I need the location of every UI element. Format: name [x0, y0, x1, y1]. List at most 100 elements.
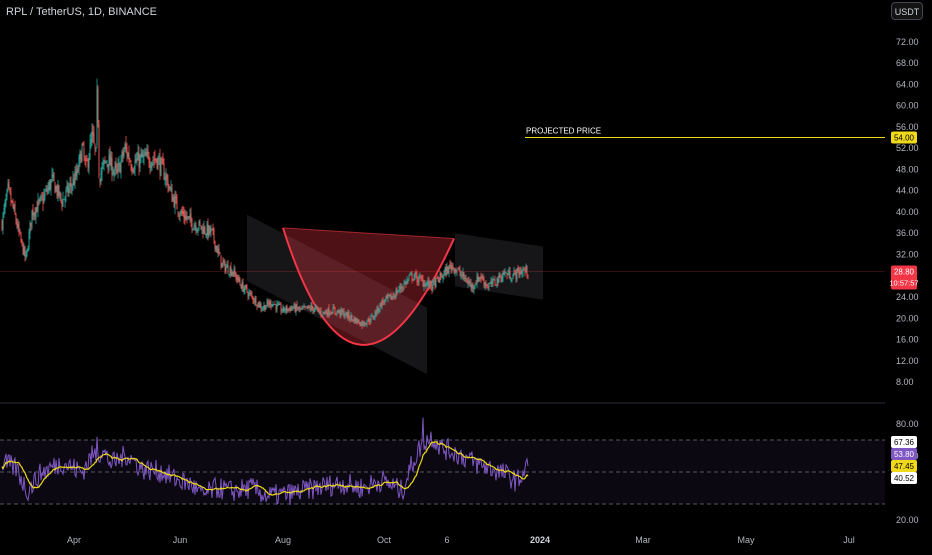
candle-body: [164, 178, 166, 181]
candle-body: [365, 323, 367, 325]
candle-body: [294, 304, 296, 312]
candle-body: [478, 277, 480, 282]
candle-body: [216, 245, 218, 254]
candle-body: [202, 227, 204, 235]
candle-body: [405, 281, 407, 285]
candle-body: [68, 187, 70, 193]
rsi-value-badge: 53.80: [894, 450, 915, 459]
candle-body: [360, 322, 362, 327]
price-tick-label: 52.00: [896, 143, 919, 153]
candle-body: [468, 280, 470, 284]
candle-body: [241, 282, 243, 288]
candle-body: [156, 158, 158, 168]
candle-body: [85, 159, 87, 162]
candle-body: [404, 282, 406, 284]
candle-body: [306, 306, 308, 309]
candle-body: [308, 306, 310, 308]
candle-body: [72, 178, 74, 185]
candle-body: [520, 270, 522, 275]
candle-body: [314, 307, 316, 311]
candle-body: [396, 289, 398, 294]
candle-body: [302, 307, 304, 309]
candle-body: [527, 275, 529, 277]
candle-body: [157, 157, 159, 170]
candle-body: [482, 276, 484, 281]
rsi-value-badge: 67.36: [894, 438, 915, 447]
projection-line[interactable]: PROJECTED PRICE: [525, 127, 885, 139]
candle-body: [293, 304, 295, 309]
candle-body: [235, 273, 237, 280]
candle-body: [328, 307, 330, 315]
candle-body: [258, 301, 260, 307]
candle-body: [515, 272, 517, 279]
candle-body: [50, 179, 52, 190]
candle-body: [61, 201, 63, 207]
candle-body: [34, 212, 36, 216]
time-tick-label: 2024: [530, 535, 550, 545]
candle-body: [304, 305, 306, 308]
currency-button[interactable]: USDT: [891, 2, 923, 20]
candle-body: [255, 297, 257, 306]
candle-body: [181, 210, 183, 214]
candle-body: [513, 270, 515, 276]
candle-body: [137, 152, 139, 161]
candle-body: [401, 287, 403, 289]
candle-body: [12, 201, 14, 208]
candle-body: [58, 185, 60, 197]
price-tick-label: 48.00: [896, 164, 919, 174]
candle-body: [59, 192, 61, 195]
candle-body: [49, 181, 51, 190]
candle-body: [427, 280, 429, 285]
candle-body: [151, 162, 153, 168]
candle-body: [252, 296, 254, 301]
rsi-band: [0, 439, 885, 505]
candle-body: [191, 219, 193, 229]
pattern-drawings[interactable]: [247, 214, 543, 375]
candle-body: [518, 269, 520, 276]
symbol-title: RPL / TetherUS, 1D, BINANCE: [6, 6, 157, 18]
candle-body: [441, 276, 443, 278]
candle-body: [413, 277, 415, 280]
candle-body: [183, 211, 185, 218]
candle-body: [145, 152, 147, 157]
candle-body: [367, 318, 369, 322]
candle-body: [132, 169, 134, 171]
candle-body: [201, 226, 203, 229]
candle-body: [274, 303, 276, 305]
candle-body: [83, 147, 85, 157]
candle-body: [288, 308, 290, 309]
candle-body: [357, 319, 359, 323]
candle-body: [327, 307, 329, 316]
last-price-badge-bg: [891, 265, 917, 290]
candle-body: [152, 160, 154, 162]
time-axis[interactable]: Apr Jun Aug Oct 6 2024 Mar May Jul: [67, 535, 855, 545]
candle-body: [267, 301, 269, 304]
candle-body: [484, 282, 486, 287]
price-tick-label: 56.00: [896, 122, 919, 132]
candle-body: [380, 302, 382, 308]
candle-body: [372, 316, 374, 319]
price-tick-label: 72.00: [896, 37, 919, 47]
candle-body: [189, 214, 191, 219]
candle-body: [70, 183, 72, 187]
candle-body: [170, 187, 172, 189]
candle-body: [469, 282, 471, 284]
candle-body: [398, 289, 400, 291]
candle-body: [82, 143, 84, 146]
candle-body: [488, 284, 490, 288]
candle-body: [373, 316, 375, 320]
candle-body: [303, 306, 305, 308]
candle-body: [498, 273, 500, 283]
candle-body: [79, 151, 81, 160]
candle-body: [21, 239, 23, 242]
candle-body: [174, 196, 176, 210]
candle-body: [259, 304, 261, 308]
candle-body: [144, 152, 146, 155]
candle-body: [101, 166, 103, 174]
candle-body: [475, 283, 477, 285]
candle-body: [505, 272, 507, 274]
candle-body: [244, 285, 246, 291]
candle-body: [437, 277, 439, 279]
